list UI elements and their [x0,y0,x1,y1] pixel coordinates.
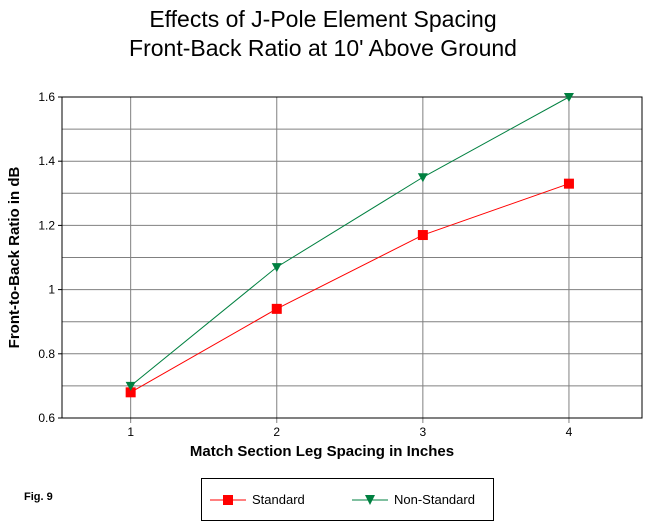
x-tick-label: 1 [127,425,134,439]
data-point-square [271,303,282,314]
y-tick-label: 1.2 [38,218,55,232]
legend-label-standard: Standard [252,492,305,507]
legend-item-non-standard: Non-Standard [352,492,475,507]
y-tick-label: 1.4 [38,154,55,168]
x-tick-label: 3 [420,425,427,439]
x-tick-label: 2 [273,425,280,439]
plot-border [61,96,643,419]
y-tick-label: 1.6 [38,90,55,104]
y-tick-label: 1 [48,283,55,297]
y-axis-label: Front-to-Back Ratio in dB [6,167,23,349]
figure-label: Fig. 9 [24,491,53,503]
chart-title-line-1: Effects of J-Pole Element Spacing [149,6,497,32]
series-line-1 [130,96,570,387]
legend: Standard Non-Standard [201,478,494,521]
data-point-triangle [125,381,136,391]
legend-label-non-standard: Non-Standard [394,492,475,507]
x-tick-label: 4 [566,425,573,439]
legend-marker-square-icon [210,494,246,505]
data-point-triangle [271,263,282,273]
legend-item-standard: Standard [210,492,305,507]
x-axis-label: Match Section Leg Spacing in Inches [190,443,454,460]
data-point-square [563,178,574,189]
data-point-triangle [563,93,574,102]
y-tick-label: 0.6 [38,411,55,425]
y-tick-label: 0.8 [38,347,55,361]
series-line-0 [130,183,570,393]
legend-marker-triangle-icon [352,494,388,505]
data-point-square [417,230,428,241]
data-point-square [125,387,136,398]
chart-title-line-2: Front-Back Ratio at 10' Above Ground [129,35,517,61]
data-point-triangle [417,173,428,183]
